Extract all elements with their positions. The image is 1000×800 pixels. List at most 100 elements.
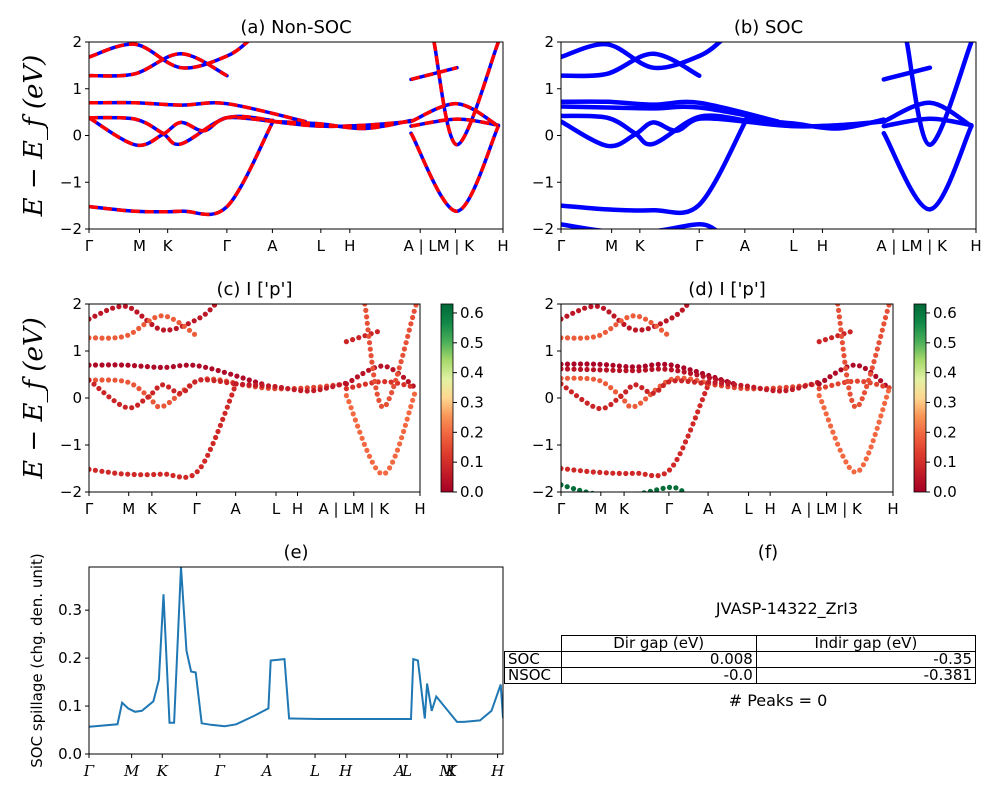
band-point: [639, 385, 645, 391]
band-point: [129, 405, 135, 411]
x-tick-label: L: [744, 500, 753, 518]
band-point: [205, 452, 211, 458]
band-point: [655, 366, 662, 372]
band-point: [863, 456, 869, 462]
band-point: [584, 335, 590, 341]
y-tick-label: 2: [544, 33, 554, 51]
y-tick-label: 0: [544, 127, 554, 145]
band-point: [613, 322, 619, 328]
band-point: [835, 381, 841, 387]
band-point: [170, 316, 176, 322]
band-point: [597, 378, 603, 384]
band-point: [561, 361, 564, 367]
band-point: [390, 367, 396, 373]
band-point: [680, 445, 686, 451]
band-point: [141, 390, 147, 396]
band-point: [209, 366, 215, 372]
band-point: [851, 403, 858, 409]
band-point: [847, 329, 853, 335]
band-point: [872, 431, 878, 438]
band-point: [849, 397, 855, 403]
colorbar: [913, 303, 927, 493]
band-point: [763, 387, 770, 393]
band-point: [217, 378, 223, 384]
band-point: [577, 361, 584, 367]
band-point: [387, 465, 393, 471]
plot-area: [89, 567, 503, 728]
band-point: [570, 486, 577, 492]
band-point: [668, 367, 675, 373]
band-point: [368, 353, 374, 359]
band-point: [660, 485, 666, 491]
peaks-label: # Peaks = 0: [729, 691, 828, 710]
band-point: [751, 384, 757, 390]
band-point: [829, 335, 835, 341]
band-point: [386, 396, 392, 402]
band-point: [860, 462, 867, 468]
band-point: [648, 319, 654, 326]
band-point: [561, 465, 564, 472]
band-point: [229, 392, 235, 398]
band-point: [584, 375, 590, 382]
band-point: [600, 305, 607, 311]
band-point: [211, 304, 218, 308]
band-point: [681, 365, 687, 371]
band-point: [642, 367, 649, 373]
band-point: [695, 409, 701, 415]
band-point: [92, 377, 99, 383]
band-point: [401, 382, 407, 388]
band-line-dashed: [432, 42, 501, 147]
band-point: [819, 399, 825, 405]
band-point: [606, 309, 612, 315]
x-tick-label: L: [309, 762, 320, 780]
band-point: [656, 387, 662, 393]
band-point: [663, 318, 669, 324]
band-point: [832, 370, 839, 376]
y-tick-label: −1: [532, 173, 554, 191]
band-point: [597, 332, 603, 338]
band-point: [861, 379, 867, 385]
band-point: [92, 313, 98, 319]
band-point: [89, 335, 92, 341]
colorbar-tick-label: 0.3: [933, 393, 957, 411]
band-point: [272, 383, 278, 390]
band-point: [835, 441, 841, 447]
band-point: [876, 340, 882, 346]
band-point: [596, 405, 602, 412]
band-point: [561, 335, 564, 341]
band-point: [118, 334, 124, 340]
band-point: [112, 362, 118, 368]
colorbar: [440, 303, 454, 493]
band-point: [350, 337, 356, 343]
band-point: [135, 402, 141, 408]
band-point: [881, 321, 887, 327]
band-point: [870, 438, 876, 444]
band-point: [111, 398, 117, 404]
x-tick-label: Γ: [192, 500, 201, 518]
x-tick-label: Γ: [83, 762, 95, 780]
band-point: [851, 469, 857, 475]
band-point: [571, 375, 577, 381]
band-point: [700, 373, 706, 379]
band-point: [378, 403, 385, 409]
band-point: [366, 340, 373, 346]
x-tick-label: L: [272, 500, 281, 518]
band-point: [378, 363, 384, 369]
band-point: [171, 395, 177, 401]
band-point: [636, 470, 642, 476]
x-tick-label: K: [156, 762, 169, 780]
band-point: [406, 327, 412, 333]
band-point: [187, 383, 193, 389]
band-point: [666, 379, 672, 385]
band-point: [796, 385, 802, 391]
band-point: [679, 307, 685, 313]
band-point: [400, 374, 407, 380]
y-tick-label: 0.3: [58, 601, 82, 619]
y-tick-label: 0: [544, 389, 554, 407]
band-point: [666, 467, 673, 473]
band-point: [816, 381, 822, 387]
band-point: [564, 484, 570, 490]
x-tick-label: A: [267, 237, 278, 255]
band-point: [92, 335, 99, 341]
